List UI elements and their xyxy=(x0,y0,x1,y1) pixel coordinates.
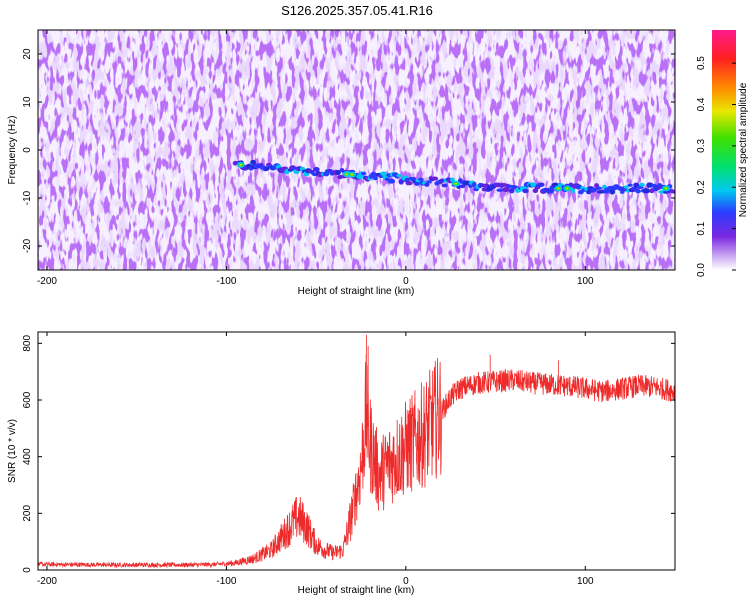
carrier-blob xyxy=(530,182,537,188)
carrier-blob xyxy=(669,189,675,194)
carrier-blob xyxy=(507,184,513,189)
carrier-blob xyxy=(522,188,529,194)
carrier-blob xyxy=(496,188,504,192)
carrier-blob xyxy=(373,175,378,181)
snr-series-line xyxy=(38,334,675,569)
heatmap-y-axis: -20 -10 0 10 20 xyxy=(22,48,675,253)
x-tick-label: -100 xyxy=(216,576,236,587)
colorbar-tick-label: 0.5 xyxy=(696,56,707,70)
colorbar-tick-label: 0.0 xyxy=(696,263,707,277)
carrier-hotspot-peak xyxy=(455,182,458,185)
carrier-hotspot-peak xyxy=(345,173,348,175)
carrier-blob xyxy=(645,188,651,194)
carrier-blob xyxy=(500,182,507,187)
y-tick-label: 20 xyxy=(22,48,33,60)
snr-y-axis-label: SNR (10 * v/v) xyxy=(7,419,18,483)
carrier-blob xyxy=(609,189,616,195)
heatmap-x-axis-label: Height of straight line (km) xyxy=(298,286,415,297)
carrier-hotspot-peak xyxy=(566,187,569,190)
x-tick-label: 100 xyxy=(577,576,594,587)
x-tick-label: 100 xyxy=(577,276,594,287)
snr-x-axis-label: Height of straight line (km) xyxy=(298,585,415,596)
carrier-blob xyxy=(595,186,602,190)
y-tick-label: -10 xyxy=(22,190,33,205)
carrier-hotspot-peak xyxy=(351,173,354,176)
carrier-blob xyxy=(264,166,270,171)
carrier-hotspot-peak xyxy=(557,187,560,190)
carrier-blob xyxy=(623,185,629,189)
colorbar-gradient-bar xyxy=(712,30,736,270)
heatmap-x-axis: -200 -100 0 100 xyxy=(37,30,594,287)
heatmap-y-axis-label: Frequency (Hz) xyxy=(7,116,18,185)
y-tick-label: 0 xyxy=(22,567,33,573)
carrier-blob xyxy=(635,188,641,194)
x-tick-label: 0 xyxy=(403,576,409,587)
carrier-blob xyxy=(627,183,633,187)
snr-x-axis: -200 -100 0 100 xyxy=(37,332,594,587)
carrier-blob xyxy=(425,180,432,184)
figure-title: S126.2025.357.05.41.R16 xyxy=(281,3,433,18)
carrier-blob xyxy=(538,182,545,187)
carrier-blob xyxy=(548,187,555,194)
carrier-blob xyxy=(508,188,515,194)
colorbar: 0.0 0.1 0.2 0.3 0.4 0.5 Normalized spectral a… xyxy=(696,30,749,277)
carrier-blob xyxy=(312,166,320,172)
y-tick-label: 600 xyxy=(22,391,33,408)
carrier-blob xyxy=(658,190,666,194)
carrier-blob xyxy=(335,169,341,176)
carrier-blob xyxy=(459,184,466,189)
x-tick-label: -200 xyxy=(37,576,57,587)
carrier-blob xyxy=(418,177,424,181)
y-tick-label: 800 xyxy=(22,335,33,352)
y-tick-label: 0 xyxy=(22,147,33,153)
carrier-blob xyxy=(450,177,455,183)
colorbar-ticks: 0.0 0.1 0.2 0.3 0.4 0.5 xyxy=(696,56,736,277)
carrier-blob xyxy=(431,176,439,181)
y-tick-label: -20 xyxy=(22,238,33,253)
snr-frame xyxy=(37,331,676,571)
carrier-blob xyxy=(441,183,448,188)
colorbar-label: Normalized spectral amplitude xyxy=(738,82,749,217)
carrier-blob xyxy=(396,173,403,178)
x-tick-label: 0 xyxy=(403,276,409,287)
carrier-blob xyxy=(639,182,645,187)
carrier-blob xyxy=(281,166,289,170)
carrier-blob xyxy=(424,182,430,187)
snr-y-axis: 0 200 400 600 800 xyxy=(22,335,675,573)
heatmap-noise-dark xyxy=(38,30,675,270)
y-tick-label: 10 xyxy=(22,96,33,108)
carrier-hotspot-peak xyxy=(239,164,242,166)
carrier-blob xyxy=(387,178,396,184)
carrier-blob xyxy=(405,181,413,186)
carrier-blob xyxy=(570,187,576,194)
x-tick-label: -200 xyxy=(37,276,57,287)
colorbar-tick-label: 0.3 xyxy=(696,138,707,152)
carrier-hotspot-peak xyxy=(665,187,668,190)
colorbar-tick-label: 0.4 xyxy=(696,97,707,111)
carrier-blob xyxy=(361,171,367,176)
colorbar-tick-label: 0.1 xyxy=(696,221,707,235)
colorbar-tick-label: 0.2 xyxy=(696,180,707,194)
y-tick-label: 400 xyxy=(22,448,33,465)
carrier-blob xyxy=(380,171,387,176)
y-tick-label: 200 xyxy=(22,505,33,522)
x-tick-label: -100 xyxy=(216,276,236,287)
snr-series xyxy=(38,334,675,569)
heatmap-carrier-line xyxy=(232,159,675,195)
carrier-blob xyxy=(250,159,257,165)
snr-line-panel: -200 -100 0 100 0 200 400 600 800 Height of str… xyxy=(7,331,676,596)
